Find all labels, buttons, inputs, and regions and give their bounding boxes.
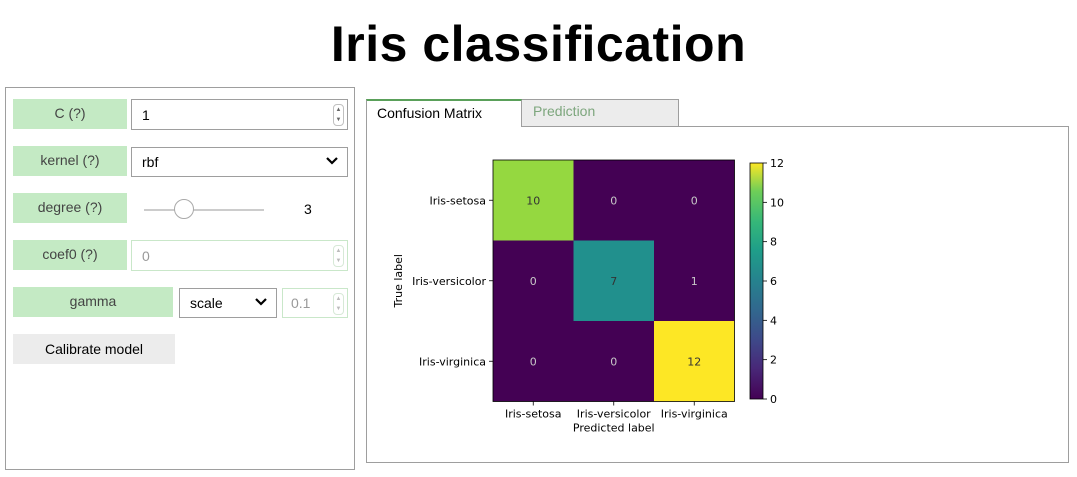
degree-slider-track[interactable]: [144, 209, 264, 211]
matrix-cell: [654, 240, 735, 321]
c-spinner-icon[interactable]: ▲ ▼: [333, 104, 344, 126]
gamma-spinner-icon[interactable]: ▲ ▼: [333, 293, 344, 315]
matrix-cell: [573, 321, 654, 402]
coef0-input[interactable]: 0 ▲ ▼: [131, 240, 348, 271]
c-value: 1: [142, 106, 150, 123]
chevron-down-icon: [326, 157, 338, 165]
degree-label: degree (?): [13, 193, 127, 223]
kernel-value: rbf: [142, 154, 159, 170]
y-tick-label: Iris-virginica: [419, 355, 486, 368]
cell-value-label: 0: [610, 194, 617, 207]
colorbar-tick-label: 8: [770, 236, 777, 249]
colorbar-tick-label: 6: [770, 275, 777, 288]
y-tick-label: Iris-setosa: [429, 194, 486, 207]
gamma-label: gamma: [13, 287, 173, 317]
gamma-select[interactable]: scale: [179, 288, 277, 318]
degree-value: 3: [304, 201, 312, 217]
colorbar: [749, 162, 764, 400]
x-tick-label: Iris-virginica: [661, 408, 728, 421]
gamma-value: 0.1: [291, 295, 311, 311]
tab-confusion-matrix[interactable]: Confusion Matrix: [366, 99, 522, 127]
confusion-matrix-chart: 10 0 00 7 10 0 12Iris-setosaIris-versicolorIri…: [392, 157, 784, 435]
controls-panel: C (?) 1 ▲ ▼ kernel (?) rbf degree (?) 3 c…: [5, 87, 355, 470]
cell-value-label: 0: [691, 194, 698, 207]
x-tick-label: Iris-versicolor: [577, 408, 651, 421]
x-axis-label: Predicted label: [573, 422, 655, 435]
matrix-cell: [493, 160, 574, 241]
x-tick-label: Iris-setosa: [505, 408, 562, 421]
cell-value-label: 0: [530, 275, 537, 288]
cell-value-label: 12: [687, 355, 701, 368]
gamma-mode-value: scale: [190, 295, 223, 311]
page-title: Iris classification: [330, 16, 747, 72]
calibrate-model-button[interactable]: Calibrate model: [13, 334, 175, 364]
chevron-down-icon: [255, 298, 267, 306]
colorbar-tick-label: 12: [770, 157, 784, 170]
matrix-cell: [493, 240, 574, 321]
tab-prediction[interactable]: Prediction: [521, 99, 679, 126]
matrix-cell: [654, 321, 735, 402]
cell-value-label: 10: [526, 194, 540, 207]
gamma-input[interactable]: 0.1 ▲ ▼: [282, 288, 348, 318]
matrix-cell: [573, 160, 654, 241]
c-label: C (?): [13, 99, 127, 129]
coef0-label: coef0 (?): [13, 240, 127, 270]
cell-value-label: 1: [691, 275, 698, 288]
colorbar-tick-label: 0: [770, 393, 777, 406]
colorbar-tick-label: 4: [770, 314, 777, 327]
cell-value-label: 7: [610, 275, 617, 288]
cell-value-label: 0: [610, 355, 617, 368]
colorbar-tick-label: 10: [770, 196, 784, 209]
degree-slider-handle[interactable]: [173, 199, 194, 219]
kernel-label: kernel (?): [13, 146, 127, 176]
matrix-cell: [573, 240, 654, 321]
matrix-cell: [654, 160, 735, 241]
tab-content: 10 0 0 0 7 1 0 0 12 Iris-setosa Iris-versicolor Iri…: [366, 126, 1069, 463]
y-axis-label: True label: [392, 254, 405, 308]
matrix-cell: [493, 321, 574, 402]
coef0-spinner-icon[interactable]: ▲ ▼: [333, 245, 344, 267]
cell-value-label: 0: [530, 355, 537, 368]
kernel-select[interactable]: rbf: [131, 147, 348, 177]
colorbar-tick-label: 2: [770, 354, 777, 367]
coef0-value: 0: [142, 247, 150, 264]
y-tick-label: Iris-versicolor: [412, 275, 486, 288]
c-input[interactable]: 1 ▲ ▼: [131, 99, 348, 130]
